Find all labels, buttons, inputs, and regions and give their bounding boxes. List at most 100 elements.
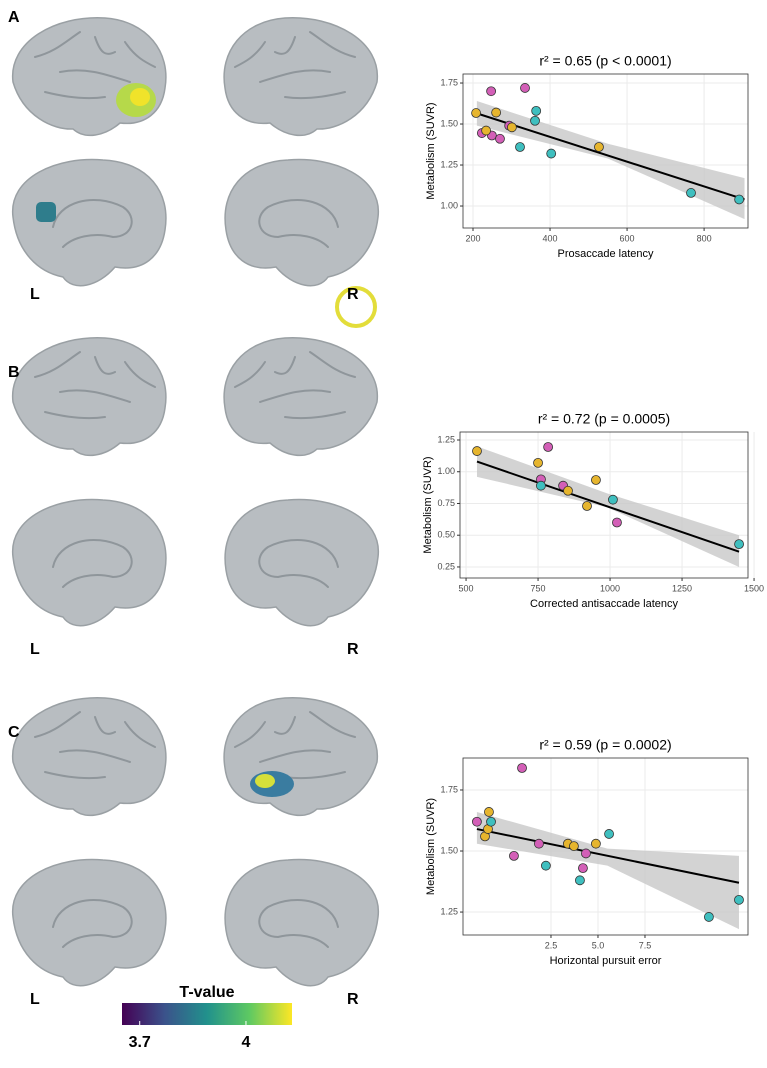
fit-line (476, 460, 740, 553)
data-point (472, 816, 482, 827)
scatter-chart: 2.5 5.0 7.5 1.25 1.50 1.75 r² = 0.59 (p = 0.00… (425, 737, 749, 967)
x-tick-label: 750 (531, 583, 546, 593)
panel-label: B (8, 364, 20, 381)
y-tick-label: 0.75 (437, 498, 455, 508)
chart-title: r² = 0.72 (p = 0.0005) (538, 411, 670, 427)
x-tick-label: 1000 (600, 583, 620, 593)
hemisphere-label: R (347, 641, 359, 658)
chart-title: r² = 0.65 (p < 0.0001) (539, 53, 671, 69)
data-point (563, 485, 573, 496)
y-axis-label: Metabolism (SUVR) (425, 798, 437, 895)
y-tick-label: 0.25 (437, 561, 455, 571)
plot-border (462, 757, 749, 936)
colorbar-title: T-value (179, 984, 234, 1001)
data-point (471, 108, 481, 118)
y-tick-label: 1.00 (440, 200, 458, 210)
x-axis-label: Prosaccade latency (558, 248, 654, 260)
data-point (578, 863, 588, 874)
data-point (472, 446, 482, 456)
data-point (530, 115, 540, 126)
hemisphere-label: L (30, 286, 40, 303)
y-tick-label: 1.25 (437, 434, 455, 444)
y-tick-label: 0.50 (437, 530, 455, 540)
data-point (481, 125, 492, 136)
data-point (543, 442, 554, 452)
data-point (484, 807, 494, 817)
y-tick-label: 1.50 (440, 845, 458, 855)
data-point (486, 816, 496, 827)
x-tick-label: 600 (620, 233, 635, 243)
x-tick-label: 1250 (672, 583, 692, 593)
data-point (703, 912, 714, 922)
data-point (536, 480, 546, 491)
charts: 200 400 600 800 1.00 1.25 1.50 1.75 r² = 0.65 (p… (422, 53, 764, 967)
activation-blob (36, 202, 56, 222)
plot-border (462, 73, 749, 229)
plot-border (459, 431, 749, 579)
y-tick-label: 1.25 (440, 906, 458, 916)
y-axis-label: Metabolism (SUVR) (422, 456, 434, 553)
y-tick-label: 1.75 (440, 784, 458, 794)
x-tick-label: 1500 (744, 583, 764, 593)
x-tick-label: 200 (465, 233, 480, 243)
x-tick-label: 7.5 (639, 940, 652, 950)
colorbar: T-value 3.7 4 (122, 984, 292, 1051)
highlight-circle (335, 286, 377, 328)
data-point (734, 894, 744, 905)
data-point (531, 106, 542, 116)
data-point (591, 838, 601, 849)
data-point (591, 475, 601, 485)
x-axis-label: Corrected antisaccade latency (530, 598, 678, 610)
data-point (517, 763, 527, 773)
confidence-band (476, 101, 745, 220)
data-point (486, 86, 497, 97)
scatter-chart: 200 400 600 800 1.00 1.25 1.50 1.75 r² = 0.65 (p… (425, 53, 749, 260)
data-point (507, 122, 517, 133)
data-point (509, 850, 519, 861)
data-point (604, 829, 614, 839)
colorbar-tick-label: 3.7 (129, 1034, 151, 1051)
data-point (612, 517, 622, 528)
x-tick-label: 800 (697, 233, 712, 243)
panel-label: A (8, 9, 20, 26)
data-point (495, 133, 505, 144)
y-tick-label: 1.00 (437, 466, 455, 476)
panel-labels: A L R B L R C L R (8, 9, 359, 1008)
data-point (581, 848, 591, 859)
data-point (520, 83, 530, 93)
scatter-chart: 500 750 1000 1250 1500 0.25 0.50 0.75 1.00 1.25 r²… (422, 411, 764, 610)
data-point (515, 142, 525, 152)
panel-label: C (8, 724, 20, 741)
data-point (686, 188, 696, 198)
x-tick-label: 400 (543, 233, 558, 243)
x-axis-label: Horizontal pursuit error (550, 955, 662, 967)
x-tick-label: 2.5 (545, 940, 558, 950)
colorbar-tick-label: 4 (242, 1034, 251, 1051)
hemisphere-label: R (347, 991, 359, 1008)
chart-title: r² = 0.59 (p = 0.0002) (539, 737, 671, 753)
data-point (491, 107, 502, 118)
data-point (546, 148, 557, 159)
fit-line (476, 112, 745, 201)
y-tick-label: 1.50 (440, 118, 458, 128)
data-point (575, 875, 585, 886)
hemisphere-label: R (347, 286, 359, 303)
hemisphere-label: L (30, 991, 40, 1008)
x-tick-label: 5.0 (592, 940, 605, 950)
y-axis-label: Metabolism (SUVR) (425, 102, 437, 199)
hemisphere-label: L (30, 641, 40, 658)
x-tick-label: 500 (459, 583, 474, 593)
data-point (734, 539, 744, 550)
data-point (533, 457, 543, 468)
data-point (569, 841, 579, 852)
y-tick-label: 1.75 (440, 77, 458, 87)
data-point (541, 860, 551, 871)
data-point (734, 194, 745, 205)
data-point (534, 838, 544, 849)
data-point (582, 501, 592, 511)
y-tick-label: 1.25 (440, 159, 458, 169)
brain-images (11, 16, 380, 987)
colorbar-gradient (122, 1003, 292, 1025)
fit-line (476, 828, 740, 884)
